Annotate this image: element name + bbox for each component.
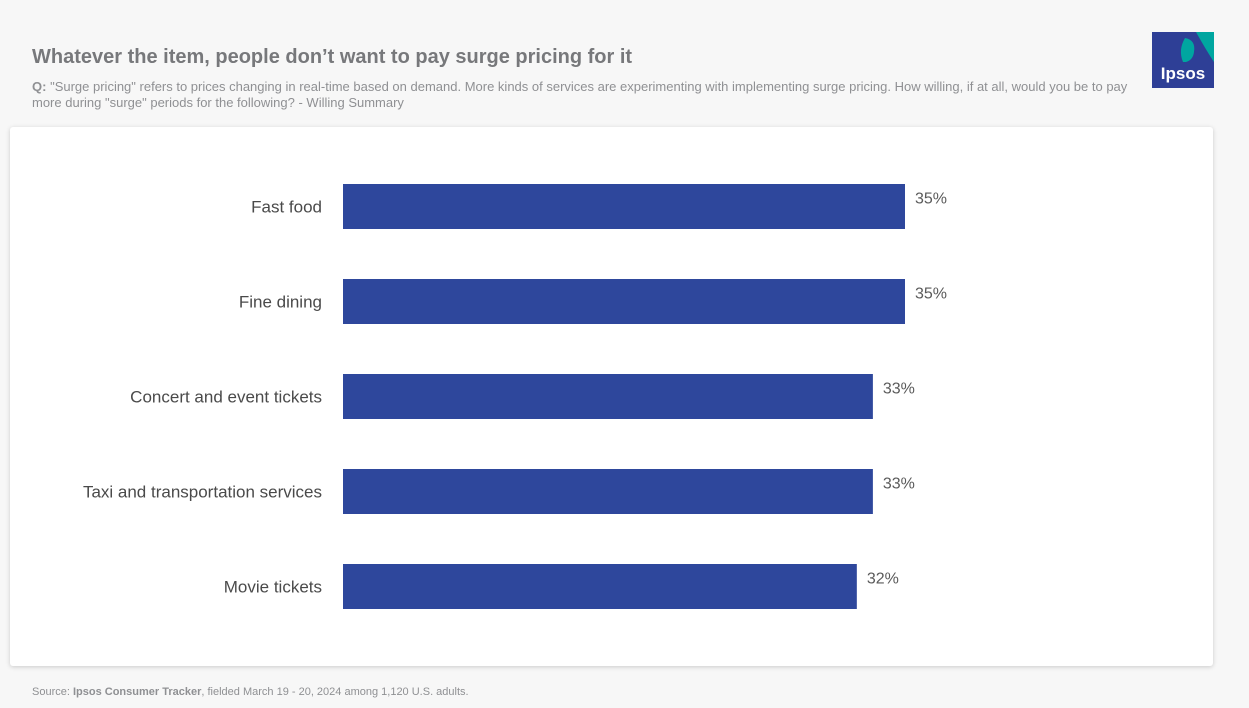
value-label: 33% <box>883 381 915 398</box>
question-prefix: Q: <box>32 79 47 94</box>
ipsos-logo-icon: Ipsos <box>1152 32 1214 88</box>
category-label: Taxi and transportation services <box>83 483 322 502</box>
bar <box>343 374 873 419</box>
value-label: 32% <box>867 571 899 588</box>
question-body: "Surge pricing" refers to prices changin… <box>32 79 1128 110</box>
chart-card: Fast food 35% Fine dining 35% Concert and ev… <box>10 127 1213 666</box>
bar-chart: Fast food 35% Fine dining 35% Concert and ev… <box>83 184 947 609</box>
source-note: Source: Ipsos Consumer Tracker, fielded … <box>32 686 469 698</box>
bar <box>343 564 857 609</box>
category-label: Movie tickets <box>224 578 322 597</box>
value-label: 35% <box>915 191 947 208</box>
value-label: 33% <box>883 476 915 493</box>
category-label: Fast food <box>251 198 322 217</box>
bar <box>343 184 905 229</box>
ipsos-logo: Ipsos <box>1152 32 1214 88</box>
value-label: 35% <box>915 286 947 303</box>
source-details: , fielded March 19 - 20, 2024 among 1,12… <box>201 686 469 698</box>
category-label: Fine dining <box>239 293 322 312</box>
bar <box>343 279 905 324</box>
category-label: Concert and event tickets <box>130 388 322 407</box>
chart-title: Whatever the item, people don’t want to … <box>32 46 633 68</box>
bar <box>343 469 873 514</box>
logo-text: Ipsos <box>1161 64 1205 83</box>
source-prefix: Source: <box>32 686 70 698</box>
question-text: Q: "Surge pricing" refers to prices chan… <box>32 79 1132 111</box>
source-name: Ipsos Consumer Tracker <box>72 686 202 698</box>
